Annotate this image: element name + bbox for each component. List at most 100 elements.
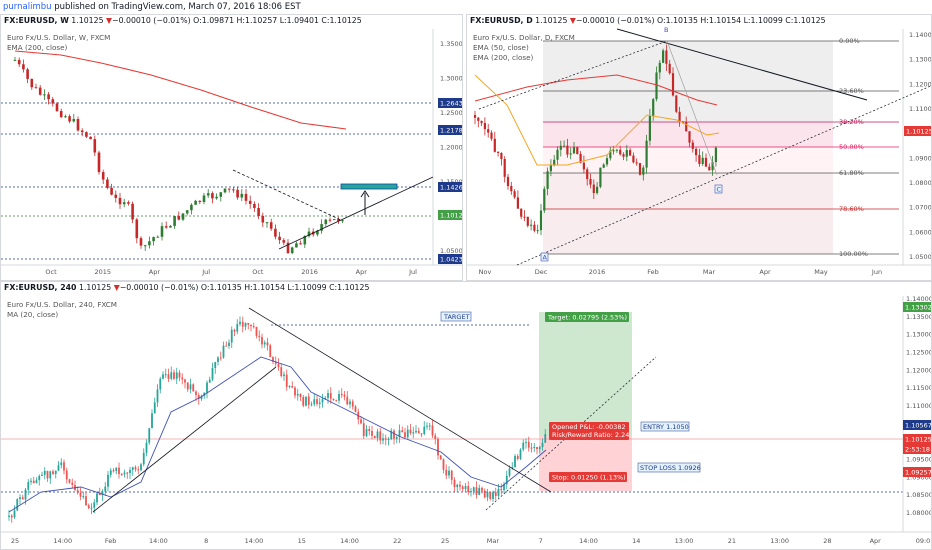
h4-badge: 1.10125 — [905, 436, 932, 444]
candle-body — [8, 515, 10, 517]
candle-body — [162, 374, 164, 379]
weekly-last: 1.10125 — [71, 16, 104, 25]
candle-body — [208, 379, 211, 383]
candle-body — [19, 497, 21, 500]
candle-body — [475, 487, 478, 495]
candle-body — [448, 470, 450, 476]
h4-ma20-line — [8, 356, 547, 513]
candle-body — [223, 188, 227, 193]
daily-y-tick: 1.14000 — [909, 31, 932, 39]
candle-body — [236, 324, 239, 332]
h4-y-tick: 1.13500 — [906, 313, 932, 321]
candle-body — [232, 189, 235, 191]
candle-body — [480, 120, 483, 124]
candle-body — [255, 327, 258, 336]
candle-body — [354, 406, 357, 412]
daily-channel-upper — [478, 40, 668, 110]
daily-chart-panel[interactable]: FX:EURUSD, D 1.10125 ▼−0.00010 (−0.01%) … — [466, 14, 932, 281]
candle-body — [118, 197, 122, 205]
h4-rr-text: Risk/Reward Ratio: 2.24 — [552, 431, 629, 439]
daily-fib-pink-zone — [543, 122, 833, 147]
candle-body — [24, 489, 27, 500]
candle-body — [409, 429, 412, 434]
candle-body — [569, 153, 572, 155]
candle-body — [90, 507, 93, 509]
candle-body — [652, 99, 655, 116]
daily-title: Euro Fx/U.S. Dollar, D, FXCM — [473, 33, 575, 42]
daily-x-tick: Dec — [535, 268, 548, 276]
candle-body — [609, 150, 612, 159]
candle-body — [248, 200, 252, 204]
daily-fib-label: 50.00% — [839, 143, 864, 151]
candle-body — [387, 439, 390, 441]
candle-body — [190, 204, 193, 211]
h4-x-tick: Apr — [870, 537, 882, 545]
candle-body — [57, 465, 60, 471]
h4-chart-panel[interactable]: FX:EURUSD, 240 1.10125 ▼−0.00010 (−0.01%… — [0, 281, 932, 550]
candle-body — [93, 502, 96, 508]
candle-body — [453, 479, 456, 488]
weekly-chart-panel[interactable]: FX:EURUSD, W 1.10125 ▼−0.00010 (−0.01%) … — [0, 14, 463, 281]
candle-body — [89, 136, 92, 140]
daily-label-b: B — [664, 26, 668, 34]
candle-body — [85, 496, 87, 506]
candle-body — [701, 157, 704, 164]
daily-fib-label: 78.60% — [839, 205, 864, 213]
candle-body — [16, 499, 19, 511]
h4-badge: 1.09257 — [905, 469, 932, 477]
h4-x-tick: 14:00 — [340, 537, 359, 545]
weekly-y-tick: 1.25000 — [440, 109, 463, 117]
weekly-target-box — [340, 183, 398, 190]
h4-y-tick: 1.12000 — [906, 366, 932, 374]
candle-body — [227, 188, 231, 190]
daily-fib-low-zone — [543, 173, 833, 254]
candle-body — [615, 149, 618, 151]
candle-body — [152, 237, 155, 242]
candle-body — [566, 145, 569, 155]
candle-body — [365, 429, 368, 437]
candle-body — [648, 115, 651, 141]
h4-x-tick: 14:00 — [149, 537, 168, 545]
h4-target-zone — [539, 312, 632, 436]
candle-body — [544, 434, 547, 443]
candle-body — [688, 131, 691, 143]
candle-body — [505, 475, 508, 485]
candle-body — [596, 186, 599, 193]
candle-body — [299, 393, 302, 398]
candle-body — [538, 447, 541, 450]
candle-body — [49, 471, 52, 479]
candle-body — [589, 179, 592, 185]
weekly-x-tick: 2016 — [301, 268, 318, 276]
candle-body — [236, 189, 239, 198]
h4-stop-label-box — [637, 462, 701, 473]
candle-body — [22, 64, 25, 70]
candle-body — [586, 169, 589, 180]
candle-body — [261, 336, 263, 345]
candle-body — [107, 474, 109, 487]
daily-chart: 0.00% 23.60% 38.20% 50.00% 61.80% 78.60% 100.0… — [467, 26, 932, 276]
daily-downtrend-line — [616, 28, 868, 101]
candle-body — [514, 456, 516, 468]
candle-body — [536, 230, 539, 232]
candle-body — [258, 335, 261, 337]
daily-x-tick: Mar — [703, 268, 716, 276]
weekly-x-tick: Oct — [252, 268, 264, 276]
daily-label-c-box — [714, 184, 723, 194]
candle-body — [170, 372, 173, 379]
candle-body — [324, 219, 328, 225]
candle-body — [632, 155, 635, 163]
candle-body — [437, 438, 439, 456]
candle-body — [140, 464, 142, 471]
publish-info: published on TradingView.com, March 07, … — [51, 2, 301, 12]
candle-body — [244, 193, 248, 201]
candle-body — [487, 129, 490, 133]
h4-change: −0.00010 (−0.01%) — [119, 283, 199, 292]
candle-body — [240, 193, 244, 198]
candle-body — [459, 484, 461, 487]
candle-body — [503, 159, 506, 177]
daily-x-tick: Jun — [871, 268, 882, 276]
author-link[interactable]: purnalimbu — [3, 2, 52, 12]
daily-last: 1.10125 — [535, 16, 568, 25]
candle-body — [572, 147, 576, 154]
candle-body — [456, 484, 459, 488]
